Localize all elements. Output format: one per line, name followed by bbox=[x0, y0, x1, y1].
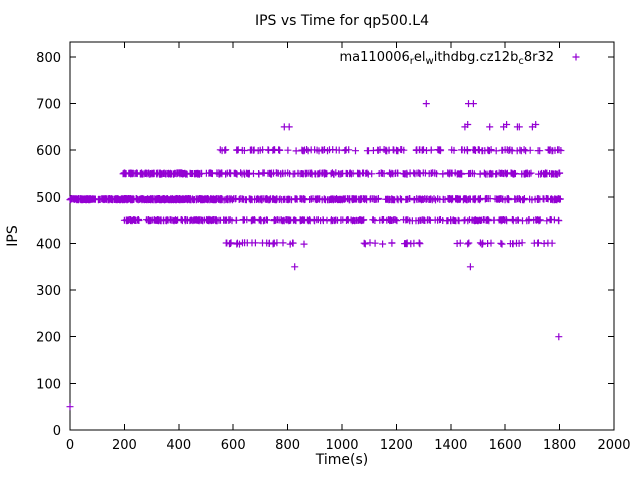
chart-title: IPS vs Time for qp500.L4 bbox=[255, 13, 429, 29]
x-tick-label: 1000 bbox=[325, 438, 358, 453]
x-tick-label: 2000 bbox=[597, 438, 630, 453]
y-axis-label: IPS bbox=[5, 225, 21, 247]
y-tick-label: 800 bbox=[36, 51, 61, 66]
y-tick-label: 700 bbox=[36, 98, 61, 113]
x-tick-label: 1400 bbox=[434, 438, 467, 453]
y-tick-label: 400 bbox=[36, 237, 61, 252]
x-tick-label: 200 bbox=[112, 438, 137, 453]
plot-border bbox=[69, 41, 615, 431]
legend-label: ma110006relwithdbg.cz12bc8r32 bbox=[340, 50, 554, 67]
x-tick-label: 1200 bbox=[380, 438, 413, 453]
x-tick-label: 800 bbox=[275, 438, 300, 453]
x-tick-label: 600 bbox=[221, 438, 246, 453]
y-tick-label: 300 bbox=[36, 284, 61, 299]
x-tick-label: 0 bbox=[66, 438, 74, 453]
x-tick-label: 1800 bbox=[543, 438, 576, 453]
x-tick-label: 1600 bbox=[489, 438, 522, 453]
legend-sample-marker bbox=[572, 53, 580, 61]
y-tick-label: 500 bbox=[36, 191, 61, 206]
y-tick-label: 200 bbox=[36, 331, 61, 346]
x-tick-label: 400 bbox=[166, 438, 191, 453]
axis-ticks bbox=[69, 42, 615, 431]
y-tick-label: 100 bbox=[36, 377, 61, 392]
y-tick-label: 0 bbox=[53, 424, 61, 439]
data-points bbox=[66, 100, 565, 411]
x-axis-label: Time(s) bbox=[315, 452, 368, 468]
y-tick-label: 600 bbox=[36, 144, 61, 159]
plot-area: 0 200 400 600 800 1000 1200 1400 1600 1800 2000 0 10… bbox=[36, 41, 631, 453]
